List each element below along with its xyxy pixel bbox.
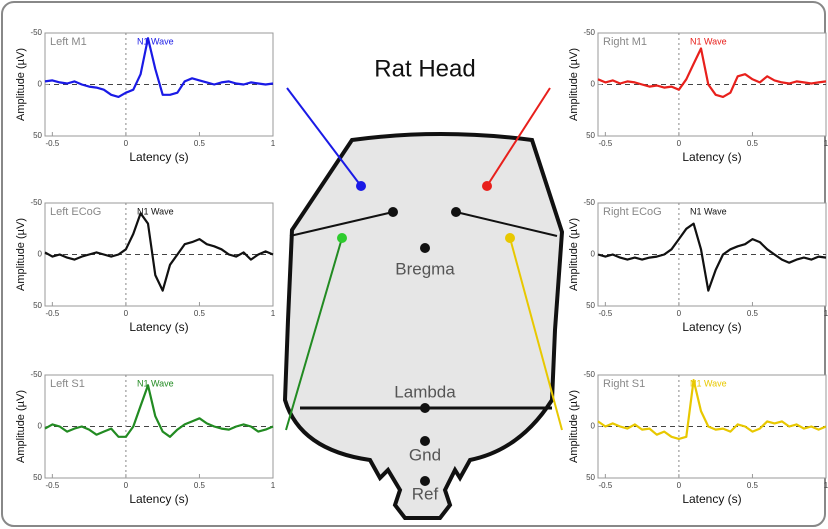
y-tick-label: 0 (591, 250, 596, 259)
electrode (482, 181, 492, 191)
chart-title: Left M1 (50, 36, 87, 48)
chart-title: Right S1 (603, 378, 645, 390)
landmark (420, 403, 430, 413)
y-tick-label: -50 (583, 370, 595, 379)
electrode (388, 207, 398, 217)
electrode (337, 233, 347, 243)
x-tick-label: 0 (677, 139, 682, 148)
y-tick-label: 0 (38, 422, 43, 431)
annotation: N1 Wave (137, 206, 174, 216)
y-tick-label: -50 (583, 28, 595, 37)
x-axis-label: Latency (s) (129, 492, 188, 506)
x-tick-label: 0.5 (194, 309, 206, 318)
annotation: N1 Wave (690, 206, 727, 216)
y-axis-label: Amplitude (µV) (568, 48, 580, 121)
y-axis-label: Amplitude (µV) (568, 218, 580, 291)
x-tick-label: 0.5 (747, 139, 759, 148)
y-axis-label: Amplitude (µV) (568, 390, 580, 463)
y-axis-label: Amplitude (µV) (15, 218, 27, 291)
x-tick-label: 1 (271, 481, 276, 490)
y-tick-label: -50 (583, 198, 595, 207)
y-axis-label: Amplitude (µV) (15, 48, 27, 121)
y-tick-label: 50 (33, 131, 42, 140)
x-tick-label: 0 (677, 481, 682, 490)
electrode (356, 181, 366, 191)
x-tick-label: 0.5 (747, 309, 759, 318)
lambda-label: Lambda (394, 382, 456, 401)
chart-title: Right ECoG (603, 206, 662, 218)
y-tick-label: 0 (38, 250, 43, 259)
electrode (451, 207, 461, 217)
bregma-label: Bregma (395, 259, 455, 278)
electrode (505, 233, 515, 243)
x-tick-label: -0.5 (598, 139, 612, 148)
y-tick-label: -50 (30, 370, 42, 379)
y-tick-label: 50 (33, 301, 42, 310)
data-line (44, 212, 274, 292)
ref-label: Ref (412, 484, 439, 503)
chart-title: Left ECoG (50, 206, 101, 218)
electrode-lead (509, 237, 563, 431)
data-line (597, 47, 827, 98)
y-tick-label: -50 (30, 28, 42, 37)
x-tick-label: -0.5 (598, 309, 612, 318)
x-axis-label: Latency (s) (129, 150, 188, 164)
x-axis-label: Latency (s) (682, 150, 741, 164)
data-line (597, 379, 827, 440)
electrode-lead (289, 211, 394, 237)
x-tick-label: -0.5 (45, 309, 59, 318)
annotation: N1 Wave (690, 36, 727, 46)
rat-head (282, 132, 565, 520)
x-tick-label: 0 (124, 309, 129, 318)
x-tick-label: -0.5 (45, 139, 59, 148)
y-tick-label: 0 (591, 422, 596, 431)
electrode-lead (286, 87, 362, 187)
y-tick-label: 0 (38, 80, 43, 89)
x-tick-label: 0.5 (747, 481, 759, 490)
x-tick-label: 1 (824, 309, 828, 318)
x-tick-label: 1 (271, 139, 276, 148)
landmark (420, 436, 430, 446)
y-tick-label: 50 (586, 301, 595, 310)
x-tick-label: 0.5 (194, 139, 206, 148)
x-tick-label: -0.5 (45, 481, 59, 490)
x-tick-label: 0 (124, 139, 129, 148)
x-tick-label: -0.5 (598, 481, 612, 490)
gnd-label: Gnd (409, 445, 441, 464)
electrode-lead (486, 87, 551, 187)
data-line (44, 384, 274, 438)
x-axis-label: Latency (s) (682, 492, 741, 506)
landmark (420, 243, 430, 253)
x-tick-label: 0.5 (194, 481, 206, 490)
data-line (44, 37, 274, 98)
electrode-lead (285, 237, 343, 431)
chart-title: Left S1 (50, 378, 85, 390)
data-line (597, 222, 827, 292)
annotation: N1 Wave (137, 378, 174, 388)
annotation: N1 Wave (137, 36, 174, 46)
diagram-title: Rat Head (374, 55, 475, 82)
electrode-lead (455, 211, 558, 237)
y-tick-label: -50 (30, 198, 42, 207)
y-tick-label: 50 (586, 473, 595, 482)
y-axis-label: Amplitude (µV) (15, 390, 27, 463)
chart-title: Right M1 (603, 36, 647, 48)
y-tick-label: 50 (586, 131, 595, 140)
landmark (420, 476, 430, 486)
x-tick-label: 1 (824, 139, 828, 148)
x-tick-label: 1 (271, 309, 276, 318)
y-tick-label: 50 (33, 473, 42, 482)
x-tick-label: 0 (677, 309, 682, 318)
x-axis-label: Latency (s) (129, 320, 188, 334)
y-tick-label: 0 (591, 80, 596, 89)
annotation: N1 Wave (690, 378, 727, 388)
x-axis-label: Latency (s) (682, 320, 741, 334)
x-tick-label: 0 (124, 481, 129, 490)
x-tick-label: 1 (824, 481, 828, 490)
